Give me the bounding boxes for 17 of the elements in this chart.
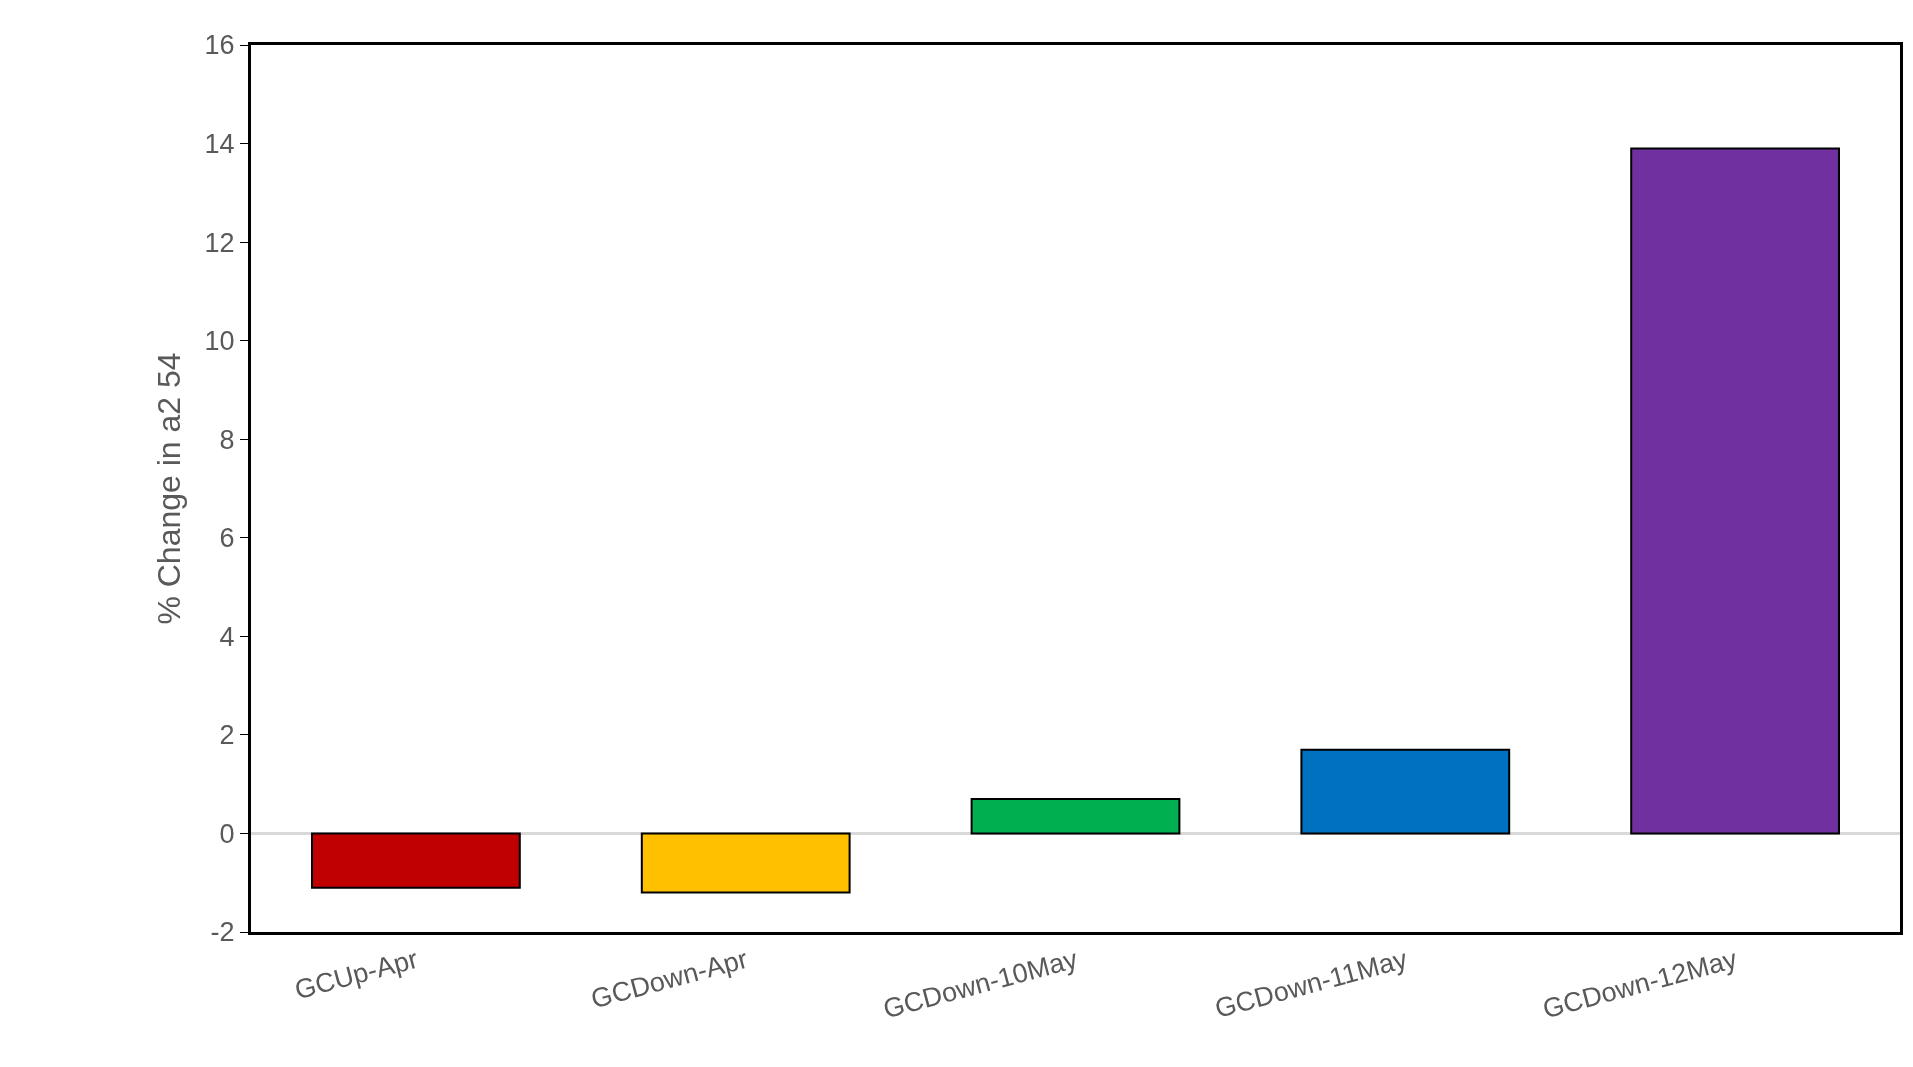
bar — [311, 832, 521, 889]
bar — [1300, 748, 1511, 835]
y-tick-label: 8 — [219, 424, 235, 455]
y-tick-label: 0 — [219, 818, 235, 849]
y-tick-label: 14 — [204, 129, 235, 160]
bar — [970, 797, 1181, 835]
y-tick-label: 4 — [219, 621, 235, 652]
y-tick-label: 12 — [204, 227, 235, 258]
y-tick-label: 10 — [204, 326, 235, 357]
y-tick-label: -2 — [210, 917, 235, 948]
y-axis-title: % Change in a2 54 — [150, 352, 187, 625]
x-tick-label: GCUp-Apr — [291, 943, 421, 1006]
bar — [640, 832, 851, 894]
y-tick-label: 2 — [219, 720, 235, 751]
y-tick-label: 16 — [204, 30, 235, 61]
y-tick-label: 6 — [219, 523, 235, 554]
bar — [1630, 147, 1840, 835]
